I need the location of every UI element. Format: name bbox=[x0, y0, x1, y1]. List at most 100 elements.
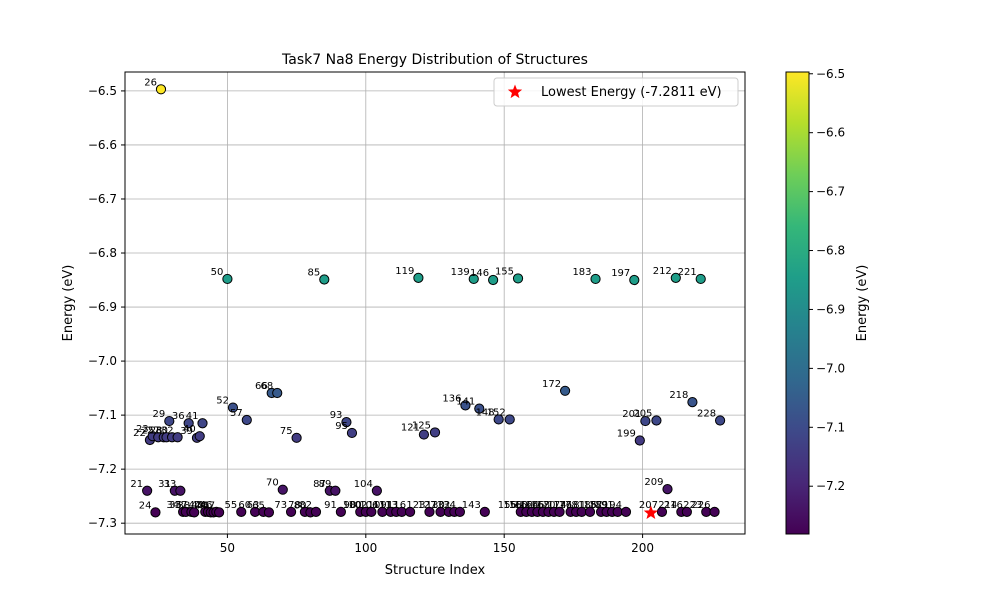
point-label: 221 bbox=[678, 267, 697, 278]
data-point bbox=[310, 506, 322, 517]
point-label: 44 bbox=[194, 500, 207, 511]
point-label: 98 bbox=[344, 500, 357, 511]
point-label: 26 bbox=[144, 77, 157, 88]
data-point bbox=[404, 506, 416, 517]
data-point bbox=[277, 484, 288, 495]
x-axis-ticks: 50 100 150 200 bbox=[220, 534, 654, 555]
point-label: 162 bbox=[514, 500, 533, 511]
point-label: 102 bbox=[348, 500, 367, 511]
data-point bbox=[272, 387, 283, 399]
point-label: 228 bbox=[697, 409, 716, 420]
point-label: 121 bbox=[401, 423, 420, 434]
point-label: 25 bbox=[141, 425, 154, 436]
data-point bbox=[194, 431, 205, 442]
point-label: 130 bbox=[426, 500, 445, 511]
colorbar-tick-label: −7.2 bbox=[816, 479, 845, 493]
point-label: 33 bbox=[164, 479, 177, 490]
point-label: 82 bbox=[299, 500, 312, 511]
point-label: 29 bbox=[153, 409, 166, 420]
point-label: 45 bbox=[197, 500, 210, 511]
data-point bbox=[454, 506, 466, 517]
point-label: 31 bbox=[158, 479, 171, 490]
data-point bbox=[418, 429, 430, 440]
point-label: 46 bbox=[200, 500, 213, 511]
y-axis-label: Energy (eV) bbox=[61, 265, 76, 342]
colorbar-tick-label: −6.8 bbox=[816, 244, 845, 258]
point-label: 160 bbox=[509, 500, 528, 511]
point-label: 35 bbox=[169, 500, 182, 511]
point-label: 60 bbox=[238, 500, 251, 511]
data-point bbox=[709, 506, 720, 517]
point-label: 68 bbox=[260, 381, 273, 392]
colorbar-tick-label: −7.0 bbox=[816, 361, 845, 375]
data-point bbox=[687, 397, 698, 408]
colorbar-tick-label: −6.9 bbox=[816, 302, 845, 316]
point-label: 158 bbox=[503, 500, 522, 511]
data-point bbox=[241, 414, 252, 426]
legend-box bbox=[493, 77, 739, 107]
point-label: 139 bbox=[451, 267, 470, 278]
point-label: 119 bbox=[395, 266, 414, 277]
point-label: 136 bbox=[442, 393, 461, 404]
chart-title: Task7 Na8 Energy Distribution of Structu… bbox=[281, 52, 588, 68]
data-point bbox=[150, 507, 161, 518]
point-label: 205 bbox=[633, 409, 652, 420]
point-label: 104 bbox=[354, 479, 373, 490]
point-label: 40 bbox=[183, 424, 196, 435]
point-label: 34 bbox=[166, 500, 179, 511]
point-label: 201 bbox=[622, 409, 641, 420]
grid-lines bbox=[125, 72, 745, 534]
lowest-energy-marker bbox=[643, 505, 659, 520]
point-label: 85 bbox=[308, 267, 321, 278]
point-label: 212 bbox=[653, 266, 672, 277]
data-point bbox=[429, 427, 441, 438]
data-points bbox=[142, 84, 726, 518]
y-tick-label: −7.2 bbox=[88, 462, 117, 476]
point-label: 66 bbox=[255, 381, 268, 392]
point-label: 178 bbox=[559, 500, 578, 511]
data-point bbox=[651, 415, 662, 426]
point-label: 143 bbox=[462, 500, 481, 511]
data-point bbox=[341, 417, 352, 428]
data-point bbox=[227, 402, 239, 413]
point-label: 70 bbox=[266, 478, 279, 489]
x-axis-label: Structure Index bbox=[385, 563, 486, 578]
data-point bbox=[285, 506, 297, 517]
data-point bbox=[670, 272, 681, 283]
point-label: 47 bbox=[202, 500, 215, 511]
point-label: 89 bbox=[319, 479, 332, 490]
legend-label: Lowest Energy (-7.2811 eV) bbox=[541, 85, 722, 100]
y-tick-label: −7.1 bbox=[88, 408, 117, 422]
point-label: 75 bbox=[280, 426, 293, 437]
y-tick-label: −6.5 bbox=[88, 84, 117, 98]
data-point bbox=[629, 274, 640, 286]
point-label: 43 bbox=[191, 500, 204, 511]
point-label: 125 bbox=[412, 420, 431, 431]
data-point bbox=[590, 273, 601, 285]
point-label: 21 bbox=[130, 479, 143, 490]
data-point bbox=[183, 418, 194, 429]
data-point bbox=[236, 506, 247, 517]
point-label: 73 bbox=[274, 500, 287, 511]
point-label: 116 bbox=[387, 500, 406, 511]
point-labels: 2122232425262728293031323334353637383940… bbox=[130, 77, 716, 511]
point-label: 23 bbox=[136, 424, 149, 435]
data-point bbox=[197, 418, 208, 429]
point-label: 214 bbox=[658, 500, 677, 511]
data-point bbox=[214, 507, 225, 518]
point-label: 185 bbox=[578, 500, 597, 511]
point-label: 123 bbox=[406, 500, 425, 511]
point-label: 27 bbox=[147, 425, 160, 436]
point-label: 41 bbox=[186, 411, 199, 422]
data-point bbox=[142, 485, 153, 496]
data-point bbox=[695, 273, 706, 285]
point-label: 42 bbox=[189, 500, 202, 511]
legend-star-icon bbox=[507, 84, 523, 99]
point-label: 183 bbox=[572, 267, 591, 278]
point-label: 38 bbox=[177, 500, 190, 511]
data-point bbox=[460, 400, 471, 411]
point-label: 80 bbox=[294, 500, 307, 511]
point-label: 199 bbox=[617, 429, 636, 440]
data-point bbox=[488, 274, 499, 286]
